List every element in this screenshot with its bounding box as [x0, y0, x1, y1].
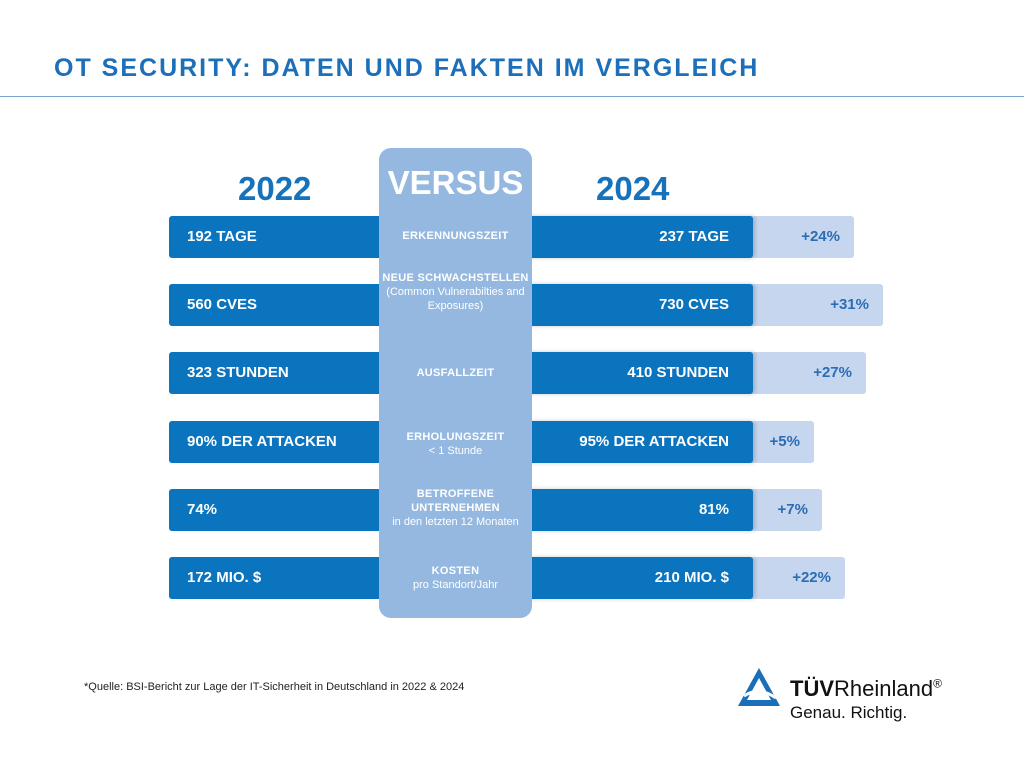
category-label: ERHOLUNGSZEIT < 1 Stunde — [379, 430, 532, 458]
bar-2022 — [169, 557, 399, 599]
category-subtitle: < 1 Stunde — [428, 445, 483, 457]
category-title: ERKENNUNGSZEIT — [402, 230, 509, 242]
category-label: KOSTEN pro Standort/Jahr — [379, 564, 532, 592]
bar-2024 — [520, 216, 753, 258]
bar-2024 — [520, 489, 753, 531]
comparison-row: 323 STUNDEN 410 STUNDEN +27% — [0, 352, 1024, 394]
bar-2024 — [520, 557, 753, 599]
brand-name: TÜVRheinland® — [790, 676, 942, 702]
category-subtitle: pro Standort/Jahr — [413, 579, 498, 591]
versus-panel — [379, 148, 532, 618]
value-2024: 95% DER ATTACKEN — [579, 433, 729, 450]
comparison-row: 192 TAGE 237 TAGE +24% — [0, 216, 1024, 258]
comparison-row: 74% 81% +7% — [0, 489, 1024, 531]
category-label: ERKENNUNGSZEIT — [379, 229, 532, 243]
change-percent: +7% — [777, 501, 808, 518]
bar-2024 — [520, 421, 753, 463]
category-label: BETROFFENE UNTERNEHMEN in den letzten 12 … — [379, 487, 532, 529]
comparison-row: 90% DER ATTACKEN 95% DER ATTACKEN +5% — [0, 421, 1024, 463]
category-subtitle: in den letzten 12 Monaten — [392, 516, 519, 528]
divider — [0, 96, 1024, 97]
comparison-row: 560 CVES 730 CVES +31% — [0, 284, 1024, 326]
category-title: NEUE SCHWACHSTELLEN — [382, 272, 529, 284]
value-2022: 74% — [187, 501, 218, 518]
bar-2024 — [520, 352, 753, 394]
change-percent: +24% — [801, 228, 840, 245]
value-2024: 730 CVES — [658, 296, 729, 313]
tuv-triangle-logo-icon — [738, 668, 780, 706]
registered-mark: ® — [933, 676, 942, 691]
page-title: OT SECURITY: DATEN UND FAKTEN IM VERGLEI… — [54, 54, 760, 82]
category-label: AUSFALLZEIT — [379, 366, 532, 380]
value-2024: 210 MIO. $ — [654, 569, 729, 586]
bar-2022 — [169, 216, 399, 258]
change-percent: +5% — [769, 433, 800, 450]
bar-2022 — [169, 352, 399, 394]
change-percent: +22% — [792, 569, 831, 586]
bar-2024 — [520, 284, 753, 326]
value-2022: 560 CVES — [187, 296, 258, 313]
brand-bold: TÜV — [790, 676, 834, 701]
bar-2022 — [169, 489, 399, 531]
comparison-row: 172 MIO. $ 210 MIO. $ +22% — [0, 557, 1024, 599]
source-note: *Quelle: BSI-Bericht zur Lage der IT-Sic… — [84, 681, 465, 693]
category-label: NEUE SCHWACHSTELLEN (Common Vulnerabiltie… — [379, 271, 532, 313]
bar-2022 — [169, 284, 399, 326]
brand-rest: Rheinland — [834, 676, 934, 701]
category-subtitle: (Common Vulnerabilties and Exposures) — [386, 286, 525, 312]
value-2022: 323 STUNDEN — [187, 364, 289, 381]
value-2024: 237 TAGE — [659, 228, 729, 245]
value-2022: 172 MIO. $ — [187, 569, 262, 586]
value-2022: 192 TAGE — [187, 228, 257, 245]
value-2024: 81% — [698, 501, 729, 518]
change-percent: +27% — [813, 364, 852, 381]
bar-2022 — [169, 421, 399, 463]
category-title: ERHOLUNGSZEIT — [406, 431, 505, 443]
year-left: 2022 — [238, 170, 312, 207]
category-title: KOSTEN — [431, 565, 480, 577]
versus-label: VERSUS — [387, 164, 524, 201]
category-title: AUSFALLZEIT — [416, 367, 495, 379]
tagline: Genau. Richtig. — [790, 703, 908, 722]
value-2024: 410 STUNDEN — [627, 364, 729, 381]
change-percent: +31% — [830, 296, 869, 313]
category-title: BETROFFENE UNTERNEHMEN — [411, 488, 500, 514]
year-right: 2024 — [596, 170, 670, 207]
value-2022: 90% DER ATTACKEN — [187, 433, 337, 450]
